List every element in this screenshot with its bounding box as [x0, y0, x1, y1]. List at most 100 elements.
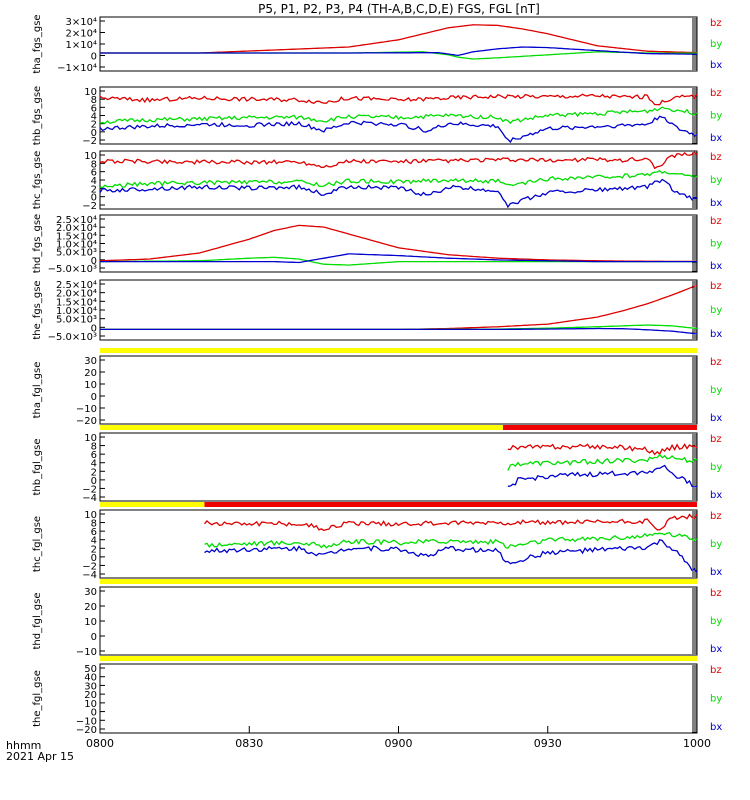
- y-axis-label: thd_fgl_gse: [32, 593, 43, 650]
- y-axis-label: tha_fgs_gse: [32, 14, 43, 73]
- x-tick-label: 0900: [385, 737, 413, 750]
- y-tick-label: 3×10⁴: [66, 17, 97, 28]
- series-bz: [99, 93, 698, 106]
- y-tick-label: −1×10⁴: [57, 63, 97, 74]
- y-tick-label: −5.0×10³: [48, 332, 97, 343]
- legend-by: by: [710, 694, 722, 705]
- y-tick-label: 2.5×10⁴: [56, 280, 97, 291]
- y-tick-label: 1.0×10⁴: [56, 240, 97, 251]
- legend-bx: bx: [710, 261, 722, 272]
- panel-frame: [99, 663, 698, 734]
- y-tick-label: −20: [76, 725, 97, 736]
- y-tick-label: −2: [82, 136, 97, 147]
- chart-title: P5, P1, P2, P3, P4 (TH-A,B,C,D,E) FGS, F…: [258, 2, 540, 16]
- legend-bx: bx: [710, 329, 722, 340]
- legend-by: by: [710, 385, 722, 396]
- y-tick-label: 0: [91, 632, 97, 643]
- legend-by: by: [710, 616, 722, 627]
- y-tick-label: 0: [91, 256, 97, 267]
- legend-bz: bz: [710, 18, 722, 29]
- series-bz: [99, 151, 698, 170]
- y-tick-label: 10: [84, 151, 97, 162]
- legend-bx: bx: [710, 722, 722, 733]
- x-tick-label: 1000: [683, 737, 711, 750]
- series-bx: [99, 178, 698, 209]
- availability-bar: [100, 502, 205, 507]
- legend-by: by: [710, 539, 722, 550]
- availability-bar: [204, 502, 697, 507]
- y-tick-label: 0: [91, 52, 97, 63]
- y-tick-label: 20: [84, 368, 97, 379]
- y-axis-label: thc_fgs_gse: [32, 151, 43, 210]
- x-axis-date-label: 2021 Apr 15: [6, 750, 74, 763]
- legend-bx: bx: [710, 198, 722, 209]
- y-tick-label: 2: [91, 184, 97, 195]
- y-tick-label: 6: [91, 168, 97, 179]
- panel-frame: [99, 214, 698, 273]
- y-tick-label: 0: [91, 553, 97, 564]
- y-tick-label: 10: [84, 699, 97, 710]
- x-axis: 0800 0830 0900 0930 1000: [86, 726, 711, 750]
- panel-thd_fgs_gse: 2.5×10⁴2.0×10⁴1.5×10⁴1.0×10⁴5.0×10³0−5.0…: [32, 214, 722, 275]
- y-tick-label: 2.5×10⁴: [56, 215, 97, 226]
- panel-frame: [99, 279, 698, 341]
- y-tick-label: 0: [91, 323, 97, 334]
- availability-bar: [100, 348, 697, 353]
- y-tick-label: −10: [76, 404, 97, 415]
- legend-by: by: [710, 111, 722, 122]
- y-axis-label: thb_fgl_gse: [32, 439, 43, 496]
- y-tick-label: 8: [91, 95, 97, 106]
- legend-bz: bz: [710, 357, 722, 368]
- series-bz: [100, 24, 697, 54]
- x-axis-unit-label: hhmm: [6, 739, 41, 752]
- legend-by: by: [710, 305, 722, 316]
- legend-bz: bz: [710, 88, 722, 99]
- series-bz: [99, 224, 697, 263]
- y-tick-label: 8: [91, 442, 97, 453]
- legend-bz: bz: [710, 434, 722, 445]
- y-tick-label: −4: [82, 493, 97, 504]
- series-bz: [507, 443, 698, 456]
- legend-bz: bz: [710, 152, 722, 163]
- series-by: [507, 453, 698, 471]
- series-bz: [100, 284, 698, 331]
- y-tick-label: 20: [84, 602, 97, 613]
- legend-bx: bx: [710, 567, 722, 578]
- y-tick-label: 20: [84, 690, 97, 701]
- series-bx: [100, 327, 698, 335]
- y-tick-label: 6: [91, 527, 97, 538]
- x-tick-label: 0800: [86, 737, 114, 750]
- y-tick-label: 30: [84, 356, 97, 367]
- y-tick-label: −4: [82, 570, 97, 581]
- y-tick-label: 40: [84, 673, 97, 684]
- y-tick-label: 8: [91, 519, 97, 530]
- series-by: [99, 169, 698, 189]
- series-bx: [204, 539, 698, 573]
- series-bx: [99, 115, 698, 144]
- y-tick-label: 2: [91, 467, 97, 478]
- y-tick-label: 0: [91, 476, 97, 487]
- legend-by: by: [710, 39, 722, 50]
- availability-bar: [100, 656, 697, 661]
- y-tick-label: 10: [84, 510, 97, 521]
- y-tick-label: 0: [91, 128, 97, 139]
- y-tick-label: 1.5×10⁴: [56, 231, 97, 242]
- y-tick-label: 1×10⁴: [66, 40, 97, 51]
- panel-frame: [99, 586, 698, 656]
- y-tick-label: 10: [84, 617, 97, 628]
- y-tick-label: 6: [91, 103, 97, 114]
- y-tick-label: 4: [91, 176, 97, 187]
- y-tick-label: −2: [82, 201, 97, 212]
- y-tick-label: 4: [91, 459, 97, 470]
- series-bx: [507, 464, 698, 488]
- y-tick-label: 30: [84, 587, 97, 598]
- x-tick-label: 0830: [235, 737, 263, 750]
- panel-frame: [99, 355, 698, 425]
- y-tick-label: 2.0×10⁴: [56, 289, 97, 300]
- legend-bx: bx: [710, 133, 722, 144]
